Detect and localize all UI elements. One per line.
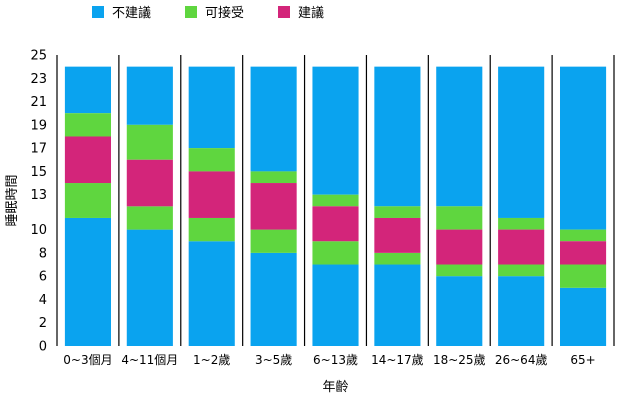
x-tick-label-6: 18~25歲 — [433, 353, 486, 367]
y-tick-label-6: 13 — [30, 188, 47, 203]
bar-area — [64, 66, 607, 346]
x-tick-label-5: 14~17歲 — [371, 353, 424, 367]
bar-segment-0-0-1 — [64, 66, 111, 114]
bar-segment-1-7-0 — [498, 264, 545, 277]
y-tick-label-11: 23 — [30, 72, 47, 87]
y-tick-label-0: 0 — [39, 340, 47, 355]
bar-segment-0-0-0 — [64, 217, 111, 346]
bar-segment-2-7-0 — [498, 229, 545, 265]
y-tick-label-5: 10 — [30, 223, 47, 238]
legend-label-2: 建議 — [298, 6, 324, 21]
y-tick-label-12: 25 — [30, 49, 47, 64]
bar-segment-1-2-0 — [188, 217, 235, 242]
bar-segment-0-8-1 — [560, 66, 607, 230]
bar-segment-0-3-0 — [250, 252, 297, 346]
y-tick-label-4: 8 — [39, 246, 47, 261]
legend-label-1: 可接受 — [205, 5, 244, 21]
legend: 不建議 可接受 建議 — [92, 5, 324, 21]
bar-segment-0-1-1 — [126, 66, 173, 125]
bar-segment-0-7-1 — [498, 66, 545, 218]
legend-swatch-1 — [185, 6, 197, 18]
x-tick-label-0: 0~3個月 — [63, 353, 112, 367]
legend-swatch-0 — [92, 6, 104, 18]
bar-segment-0-2-1 — [188, 66, 235, 149]
bar-segment-1-6-1 — [436, 206, 483, 230]
y-axis-title: 睡眠時間 — [5, 174, 20, 226]
y-tick-labels: 0 2 4 6 8 10 13 15 17 19 21 23 25 — [30, 49, 47, 355]
y-tick-label-3: 6 — [39, 270, 47, 285]
bar-segment-0-4-1 — [312, 66, 359, 195]
bar-segment-2-0-0 — [64, 136, 111, 184]
legend-swatch-2 — [278, 6, 290, 18]
bar-segment-1-8-0 — [560, 264, 607, 288]
bar-segment-2-3-0 — [250, 183, 297, 230]
x-tick-label-3: 3~5歲 — [255, 353, 292, 367]
bar-segment-2-5-0 — [374, 217, 421, 253]
axes — [56, 55, 615, 346]
bar-segment-2-4-0 — [312, 206, 359, 242]
y-tick-label-8: 17 — [30, 142, 47, 157]
x-tick-label-2: 1~2歲 — [193, 353, 230, 367]
bar-segment-1-5-0 — [374, 252, 421, 265]
bar-segment-0-6-0 — [436, 276, 483, 346]
bar-segment-1-4-1 — [312, 194, 359, 207]
bar-segment-0-6-1 — [436, 66, 483, 207]
y-tick-label-2: 4 — [39, 293, 47, 308]
bar-segment-0-5-0 — [374, 264, 421, 346]
x-tick-label-7: 26~64歲 — [495, 353, 548, 367]
x-axis-title: 年齡 — [322, 380, 348, 395]
bar-segment-1-6-0 — [436, 264, 483, 277]
bar-segment-2-8-0 — [560, 241, 607, 265]
y-tick-label-10: 21 — [30, 95, 47, 110]
bar-segment-1-0-1 — [64, 113, 111, 137]
bar-segment-1-1-0 — [126, 206, 173, 230]
bar-segment-0-8-0 — [560, 287, 607, 346]
bar-segment-1-4-0 — [312, 241, 359, 265]
bar-segment-0-4-0 — [312, 264, 359, 346]
y-tick-label-7: 15 — [30, 165, 47, 180]
x-tick-labels: 0~3個月 4~11個月 1~2歲 3~5歲 6~13歲 14~17歲 18~25歲 26~6… — [63, 353, 595, 367]
bar-segment-1-1-1 — [126, 124, 173, 160]
legend-label-0: 不建議 — [112, 6, 151, 21]
bar-segment-1-3-1 — [250, 171, 297, 184]
bar-segment-1-5-1 — [374, 206, 421, 218]
x-tick-label-8: 65+ — [570, 353, 595, 367]
bar-segment-0-2-0 — [188, 241, 235, 346]
x-tick-label-1: 4~11個月 — [121, 353, 178, 367]
bar-segment-1-8-1 — [560, 229, 607, 242]
bar-segment-1-3-0 — [250, 229, 297, 253]
bar-segment-0-1-0 — [126, 229, 173, 346]
x-tick-label-4: 6~13歲 — [313, 353, 358, 367]
bar-segment-0-7-0 — [498, 276, 545, 346]
bar-segment-2-1-0 — [126, 159, 173, 207]
bar-segment-1-0-0 — [64, 183, 111, 218]
y-tick-label-9: 19 — [30, 118, 47, 133]
bar-segment-1-2-1 — [188, 148, 235, 172]
bar-segment-0-5-1 — [374, 66, 421, 207]
bar-segment-2-6-0 — [436, 229, 483, 265]
y-tick-label-1: 2 — [39, 316, 47, 331]
bar-segment-1-7-1 — [498, 217, 545, 230]
bar-segment-0-3-1 — [250, 66, 297, 172]
bar-segment-2-2-0 — [188, 171, 235, 218]
